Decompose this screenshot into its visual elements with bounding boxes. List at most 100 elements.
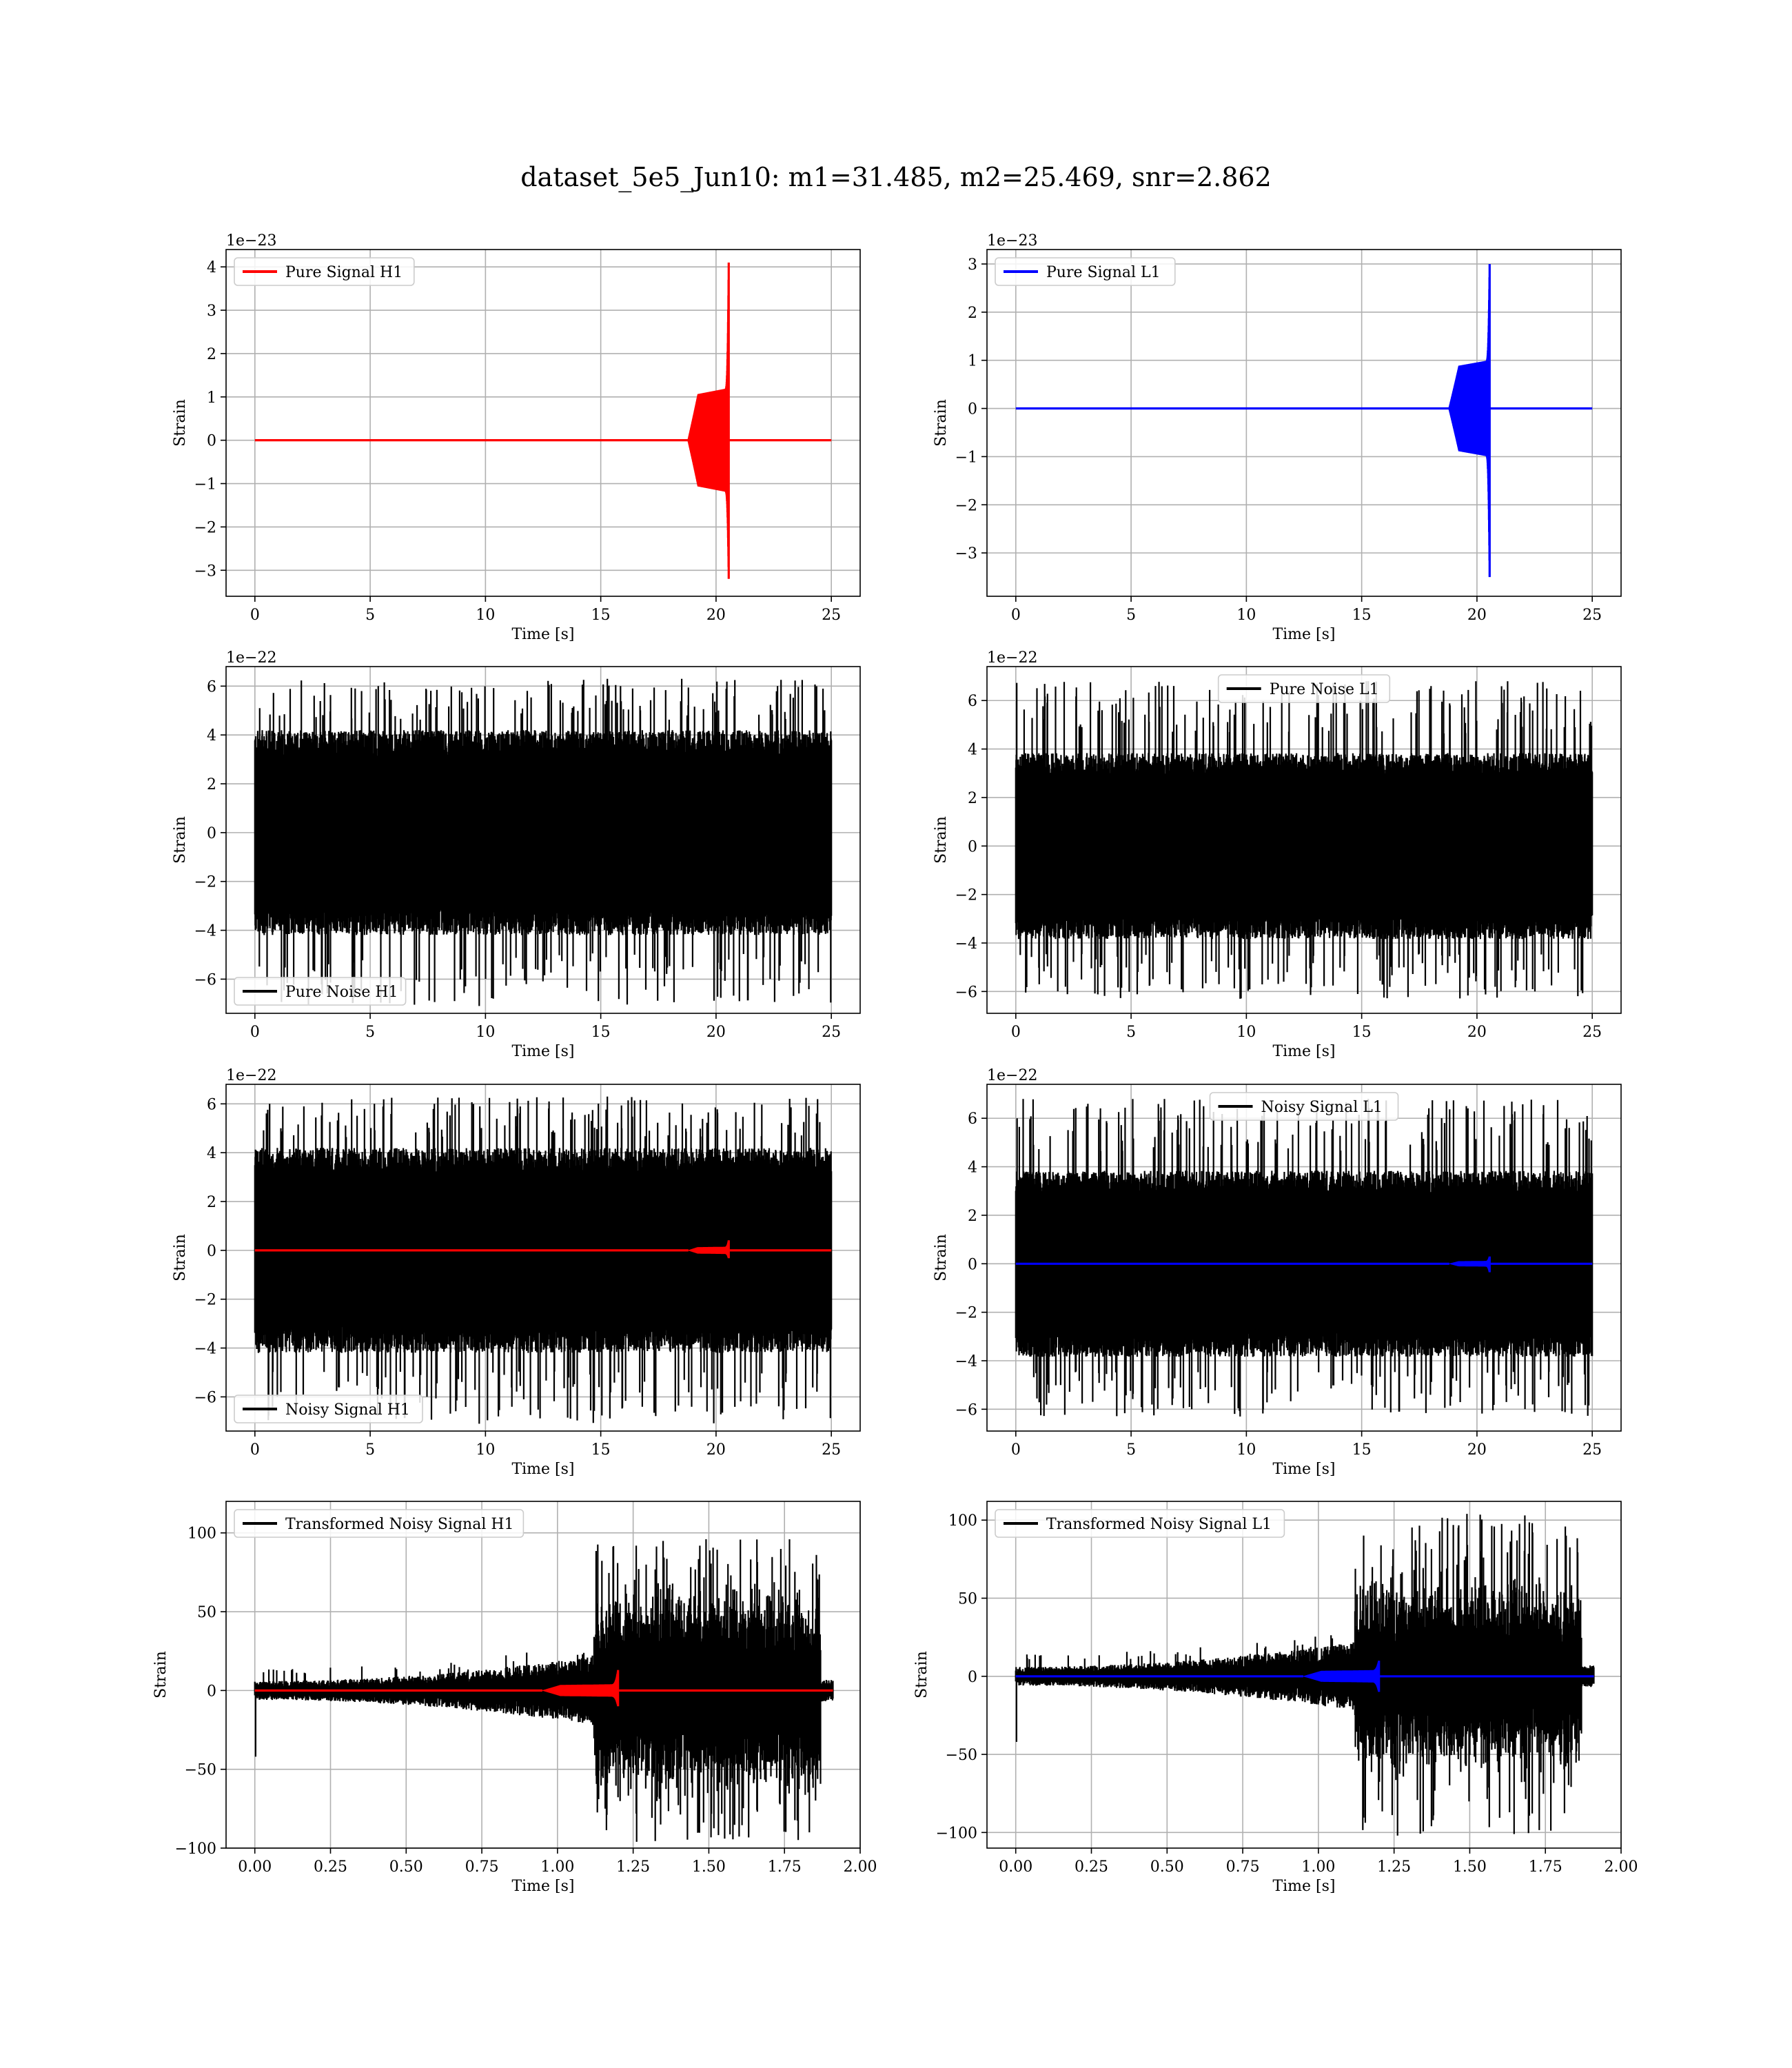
x-tick-label: 25	[1582, 1024, 1602, 1041]
figure-title: dataset_5e5_Jun10: m1=31.485, m2=25.469,…	[520, 162, 1272, 193]
y-tick-label: 4	[968, 1159, 977, 1177]
legend-label: Noisy Signal L1	[1261, 1099, 1383, 1116]
plot-area	[1015, 681, 1594, 999]
y-tick-label: −100	[936, 1825, 977, 1842]
axes-frame	[225, 666, 861, 1014]
y-tick-label: 0	[207, 1683, 216, 1700]
x-tick-label: 0	[1011, 1441, 1021, 1459]
x-tick-label: 20	[706, 607, 726, 624]
x-tick-label: 10	[1236, 1441, 1256, 1459]
plot-area	[1015, 1099, 1594, 1417]
x-tick-label: 1.75	[768, 1858, 802, 1876]
legend: Transformed Noisy Signal L1	[995, 1509, 1285, 1538]
y-tick-label: 0	[968, 401, 977, 418]
x-tick-label: 2.00	[1605, 1858, 1638, 1876]
x-tick-label: 15	[1352, 1441, 1372, 1459]
y-tick-label: 2	[968, 790, 977, 807]
legend-label: Pure Noise H1	[285, 984, 398, 1001]
legend: Pure Noise L1	[1217, 674, 1391, 703]
legend-label: Pure Noise L1	[1270, 681, 1379, 698]
series-noisy-signal-h1	[254, 1096, 833, 1424]
plot-area	[254, 678, 833, 1006]
y-tick-label: −3	[955, 545, 977, 562]
legend: Noisy Signal H1	[234, 1395, 423, 1423]
series-noisy-signal-l1	[1015, 1099, 1594, 1417]
x-tick-label: 15	[1352, 607, 1372, 624]
y-tick-label: 3	[968, 256, 977, 274]
x-tick-label: 10	[476, 1024, 495, 1041]
y-axis-label: Strain	[913, 1651, 930, 1699]
x-tick-label: 20	[1467, 1024, 1487, 1041]
x-tick-label: 5	[1126, 1441, 1136, 1459]
legend: Pure Noise H1	[234, 977, 407, 1006]
y-axis-label: Strain	[172, 816, 189, 864]
legend-label: Pure Signal L1	[1046, 264, 1161, 281]
legend-box	[234, 1509, 525, 1538]
y-axis-label: Strain	[933, 399, 950, 447]
y-tick-label: 2	[968, 305, 977, 322]
y-tick-label: 100	[187, 1525, 216, 1543]
x-tick-label: 5	[365, 1024, 375, 1041]
y-axis-label: Strain	[933, 816, 950, 864]
y-offset-label: 1e−22	[987, 649, 1037, 667]
x-tick-label: 25	[1582, 1441, 1602, 1459]
y-tick-label: −2	[194, 874, 216, 891]
series-signal-1	[1015, 1256, 1593, 1273]
y-axis-label: Strain	[172, 1234, 189, 1281]
subplot-h1-noisy-signal: 0 5 10 15 20 25 −6 −4 −2 0 2 4 6 Time [s] Strain 1e−22 N…	[172, 1067, 861, 1478]
subplot-h1-pure-noise: 0 5 10 15 20 25 −6 −4 −2 0 2 4 6 Time [s] Strain 1e−22 P…	[172, 649, 861, 1060]
x-tick-label: 10	[476, 607, 495, 624]
axes-frame	[986, 1501, 1622, 1849]
legend-label: Noisy Signal H1	[285, 1401, 410, 1419]
y-tick-label: 4	[968, 742, 977, 759]
y-tick-label: −50	[946, 1747, 977, 1764]
legend-box	[234, 977, 407, 1006]
y-tick-label: 6	[968, 1111, 977, 1128]
y-tick-label: 6	[207, 678, 216, 696]
y-tick-label: −2	[194, 519, 216, 536]
series-pure-signal-l1	[1015, 264, 1593, 578]
y-tick-label: −1	[955, 449, 977, 466]
legend: Pure Signal H1	[234, 257, 415, 286]
x-tick-label: 15	[1352, 1024, 1372, 1041]
legend-box	[234, 1395, 423, 1423]
subplot-h1-pure-signal: 0 5 10 15 20 25 −3 −2 −1 0 1 2 3 4 Time [s] Strain 1e−23…	[172, 232, 861, 643]
y-tick-label: −4	[194, 923, 216, 940]
x-tick-label: 20	[1467, 607, 1487, 624]
x-axis-label: Time [s]	[511, 626, 574, 643]
y-tick-label: 0	[968, 1669, 977, 1686]
y-offset-label: 1e−22	[226, 1067, 276, 1084]
y-tick-label: 50	[197, 1604, 216, 1621]
x-tick-label: 15	[591, 1024, 611, 1041]
x-tick-label: 0	[250, 1024, 260, 1041]
y-tick-label: 4	[207, 727, 216, 744]
x-axis-label: Time [s]	[1272, 626, 1335, 643]
x-tick-label: 0.00	[238, 1858, 272, 1876]
axes-frame	[225, 1501, 861, 1849]
y-tick-label: 3	[207, 303, 216, 320]
y-tick-label: 2	[968, 1208, 977, 1225]
subplot-l1-transformed: 0.00 0.25 0.50 0.75 1.00 1.25 1.50 1.75 2.00 −100…	[913, 1501, 1638, 1895]
y-tick-label: −1	[194, 476, 216, 494]
x-tick-label: 25	[1582, 607, 1602, 624]
legend: Transformed Noisy Signal H1	[234, 1509, 525, 1538]
x-tick-label: 0.50	[1150, 1858, 1184, 1876]
subplot-h1-transformed: 0.00 0.25 0.50 0.75 1.00 1.25 1.50 1.75 2.00 −100…	[152, 1501, 877, 1895]
x-axis-label: Time [s]	[511, 1461, 574, 1478]
legend: Noisy Signal L1	[1209, 1092, 1399, 1121]
y-offset-label: 1e−23	[987, 232, 1037, 250]
y-tick-label: −6	[955, 1401, 977, 1419]
axes-frame	[225, 1084, 861, 1432]
series-pure-noise-h1	[254, 678, 833, 1006]
legend-label: Transformed Noisy Signal H1	[285, 1516, 514, 1533]
x-tick-label: 5	[1126, 1024, 1136, 1041]
x-tick-label: 0	[1011, 607, 1021, 624]
y-tick-label: 2	[207, 346, 216, 363]
subplot-l1-noisy-signal: 0 5 10 15 20 25 −6 −4 −2 0 2 4 6 Time [s] Strain 1e−22 N…	[933, 1067, 1622, 1478]
x-tick-label: 25	[822, 607, 841, 624]
plot-area	[1015, 264, 1593, 578]
y-offset-label: 1e−22	[987, 1067, 1037, 1084]
y-tick-label: −2	[955, 1305, 977, 1322]
x-tick-label: 25	[822, 1441, 841, 1459]
y-tick-label: 0	[207, 1243, 216, 1260]
